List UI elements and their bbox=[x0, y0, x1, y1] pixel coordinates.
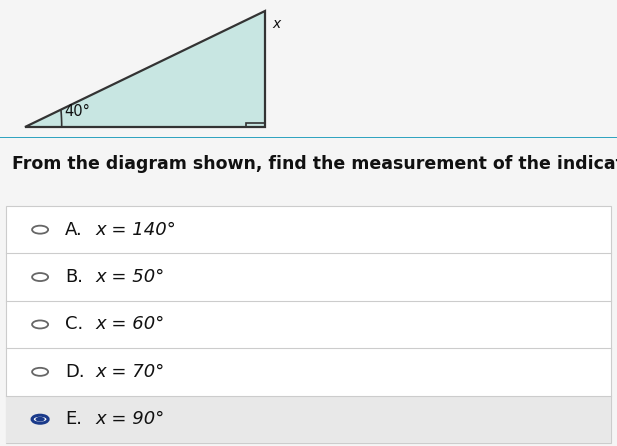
Text: E.: E. bbox=[65, 410, 82, 428]
Text: x = 60°: x = 60° bbox=[96, 315, 165, 334]
Circle shape bbox=[35, 417, 45, 421]
Text: x = 90°: x = 90° bbox=[96, 410, 165, 428]
Circle shape bbox=[32, 226, 48, 234]
Circle shape bbox=[32, 320, 48, 328]
Text: From the diagram shown, find the measurement of the indicated angle.: From the diagram shown, find the measure… bbox=[12, 155, 617, 173]
Polygon shape bbox=[25, 11, 265, 127]
Circle shape bbox=[32, 273, 48, 281]
Circle shape bbox=[32, 368, 48, 376]
FancyBboxPatch shape bbox=[6, 396, 611, 443]
Text: x = 140°: x = 140° bbox=[96, 221, 176, 239]
Circle shape bbox=[32, 415, 48, 423]
Text: x = 70°: x = 70° bbox=[96, 363, 165, 381]
Text: B.: B. bbox=[65, 268, 83, 286]
Text: C.: C. bbox=[65, 315, 83, 334]
Text: A.: A. bbox=[65, 221, 83, 239]
Text: D.: D. bbox=[65, 363, 85, 381]
FancyBboxPatch shape bbox=[6, 206, 611, 443]
Text: 40°: 40° bbox=[65, 104, 91, 119]
Text: x: x bbox=[273, 17, 281, 31]
Text: x = 50°: x = 50° bbox=[96, 268, 165, 286]
